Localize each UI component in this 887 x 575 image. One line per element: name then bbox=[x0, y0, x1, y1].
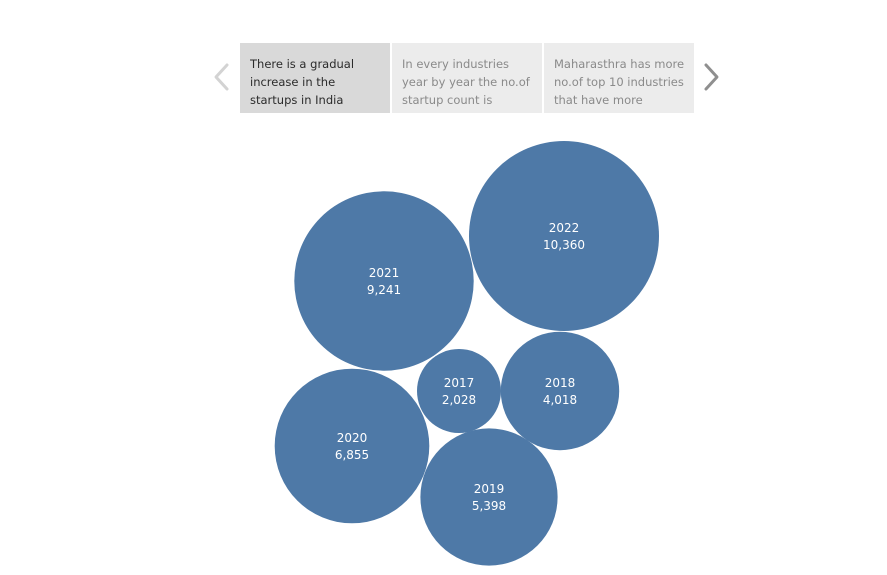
story-point-3[interactable]: Maharasthra has more no.of top 10 indust… bbox=[544, 43, 694, 113]
story-point-1[interactable]: There is a gradual increase in the start… bbox=[240, 43, 390, 113]
story-point-3-label: Maharasthra has more no.of top 10 indust… bbox=[554, 57, 685, 107]
story-point-2-label: In every industries year by year the no.… bbox=[402, 57, 530, 107]
story-point-1-label: There is a gradual increase in the start… bbox=[250, 57, 355, 107]
bubble-2018[interactable] bbox=[500, 331, 620, 451]
bubble-2020[interactable] bbox=[274, 368, 430, 524]
bubble-2019[interactable] bbox=[420, 428, 558, 566]
chevron-right-icon[interactable] bbox=[700, 62, 722, 92]
bubble-2017[interactable] bbox=[417, 349, 501, 433]
story-point-2[interactable]: In every industries year by year the no.… bbox=[392, 43, 542, 113]
chevron-left-icon[interactable] bbox=[211, 62, 233, 92]
bubble-2022[interactable] bbox=[469, 141, 659, 331]
bubble-2021[interactable] bbox=[294, 191, 474, 371]
story-navigator: There is a gradual increase in the start… bbox=[240, 43, 694, 113]
